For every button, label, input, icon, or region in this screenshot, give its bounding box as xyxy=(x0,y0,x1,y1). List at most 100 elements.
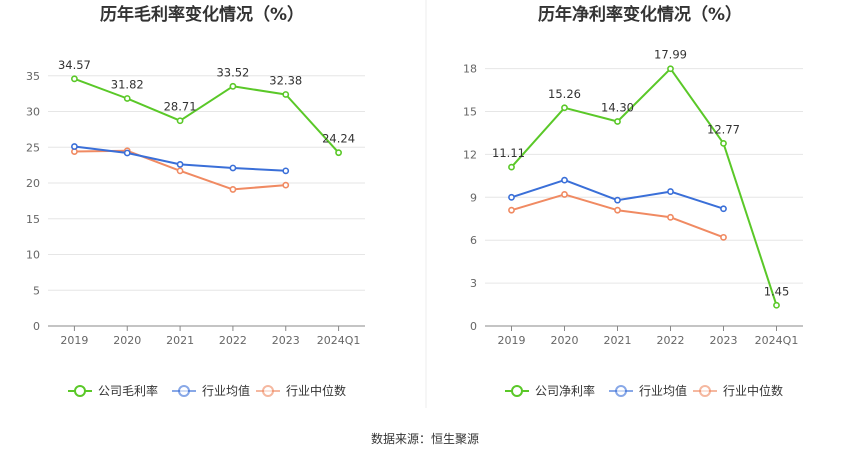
y-tick-label: 6 xyxy=(470,234,477,247)
y-tick-label: 12 xyxy=(463,148,477,161)
y-tick-label: 25 xyxy=(26,141,40,154)
y-tick-label: 10 xyxy=(26,249,40,262)
legend-marker xyxy=(74,385,86,397)
data-point xyxy=(561,176,568,184)
data-point xyxy=(561,104,568,112)
data-point xyxy=(229,164,237,172)
y-tick-label: 0 xyxy=(470,320,477,333)
data-point xyxy=(667,213,674,221)
series-line-company xyxy=(510,67,778,306)
data-point xyxy=(667,65,674,73)
data-point xyxy=(123,95,131,102)
data-label: 12.77 xyxy=(707,122,740,136)
series-industry_avg xyxy=(508,176,727,213)
legend-label: 公司净利率 xyxy=(535,383,595,398)
data-point xyxy=(720,233,727,241)
y-tick-label: 18 xyxy=(463,63,477,76)
y-tick-label: 15 xyxy=(463,106,477,119)
data-point xyxy=(614,206,621,214)
legend-item-company: 公司净利率 xyxy=(505,383,595,398)
data-label: 32.38 xyxy=(269,73,302,87)
data-label: 31.82 xyxy=(111,77,144,91)
x-tick-label: 2019 xyxy=(60,334,88,347)
x-tick-label: 2024Q1 xyxy=(755,334,799,347)
legend-item-industry_median: 行业中位数 xyxy=(693,383,783,398)
data-point xyxy=(176,167,184,175)
y-tick-label: 5 xyxy=(33,284,40,297)
legend-marker xyxy=(178,385,190,397)
data-point xyxy=(176,117,184,125)
data-point xyxy=(282,91,290,98)
data-label: 11.11 xyxy=(492,146,525,160)
x-tick-label: 2020 xyxy=(551,334,579,347)
data-label: 28.71 xyxy=(164,100,197,114)
data-label: 15.26 xyxy=(548,87,581,101)
legend-item-company: 公司毛利率 xyxy=(68,383,158,398)
y-tick-label: 15 xyxy=(26,213,40,226)
data-point xyxy=(720,139,727,147)
legend-item-industry_median: 行业中位数 xyxy=(256,383,346,398)
data-point xyxy=(508,193,515,201)
y-tick-label: 9 xyxy=(470,191,477,204)
y-tick-label: 0 xyxy=(33,320,40,333)
series-line-company xyxy=(74,77,340,154)
data-label: 17.99 xyxy=(654,48,687,62)
data-point xyxy=(614,118,621,125)
chart-title: 历年毛利率变化情况（%） xyxy=(100,4,304,25)
chart-title: 历年净利率变化情况（%） xyxy=(538,4,742,25)
data-label: 33.52 xyxy=(216,65,249,79)
x-tick-label: 2021 xyxy=(166,334,194,347)
series-company: 34.57 31.82 28.71 33.52 32.38 24.24 xyxy=(58,58,355,157)
legend-item-industry_avg: 行业均值 xyxy=(172,383,250,398)
data-point xyxy=(282,181,290,189)
legend-item-industry_avg: 行业均值 xyxy=(609,383,687,398)
legend-label: 行业中位数 xyxy=(286,383,346,398)
x-tick-label: 2020 xyxy=(113,334,141,347)
legend-marker xyxy=(511,385,523,397)
data-point xyxy=(335,149,342,157)
legend-label: 公司毛利率 xyxy=(98,383,158,398)
data-source-label: 数据来源：恒生聚源 xyxy=(371,431,479,446)
series-industry_avg xyxy=(71,143,290,175)
series-industry_median xyxy=(508,191,727,241)
x-tick-label: 2022 xyxy=(219,334,247,347)
y-tick-label: 3 xyxy=(470,277,477,290)
x-tick-label: 2024Q1 xyxy=(317,334,361,347)
data-point xyxy=(614,196,621,204)
data-point xyxy=(773,301,780,309)
legend-label: 行业均值 xyxy=(202,383,250,398)
data-point xyxy=(561,191,568,198)
y-tick-label: 30 xyxy=(26,106,40,119)
legend-marker xyxy=(615,385,627,397)
data-point xyxy=(667,188,674,195)
x-tick-label: 2022 xyxy=(657,334,685,347)
legend-marker xyxy=(699,385,711,397)
x-tick-label: 2019 xyxy=(498,334,526,347)
y-tick-label: 35 xyxy=(26,70,40,83)
x-tick-label: 2023 xyxy=(272,334,300,347)
data-point xyxy=(282,167,290,175)
data-point xyxy=(229,82,237,90)
net-margin-chart: 历年净利率变化情况（%） 0 3 6 9 12 15 18 2019 2020 2021 2022 20… xyxy=(463,4,803,398)
series-line-industry_avg xyxy=(511,179,724,210)
data-point xyxy=(229,186,237,193)
y-tick-label: 20 xyxy=(26,177,40,190)
data-point xyxy=(508,206,515,214)
data-point xyxy=(71,75,78,83)
data-label: 1.45 xyxy=(764,284,790,298)
data-point xyxy=(123,149,131,157)
x-tick-label: 2023 xyxy=(710,334,738,347)
legend-marker xyxy=(262,385,274,397)
data-point xyxy=(720,205,727,213)
data-label: 14.30 xyxy=(601,101,634,115)
data-point xyxy=(71,143,78,150)
x-tick-label: 2021 xyxy=(604,334,632,347)
data-label: 24.24 xyxy=(322,132,355,146)
data-point xyxy=(176,161,184,168)
legend-label: 行业均值 xyxy=(639,383,687,398)
gross-margin-chart: 历年毛利率变化情况（%） 0 5 10 15 20 25 30 35 2019 2020 2021 20… xyxy=(26,4,365,398)
data-label: 34.57 xyxy=(58,58,91,72)
data-point xyxy=(508,163,515,171)
legend-label: 行业中位数 xyxy=(723,383,783,398)
